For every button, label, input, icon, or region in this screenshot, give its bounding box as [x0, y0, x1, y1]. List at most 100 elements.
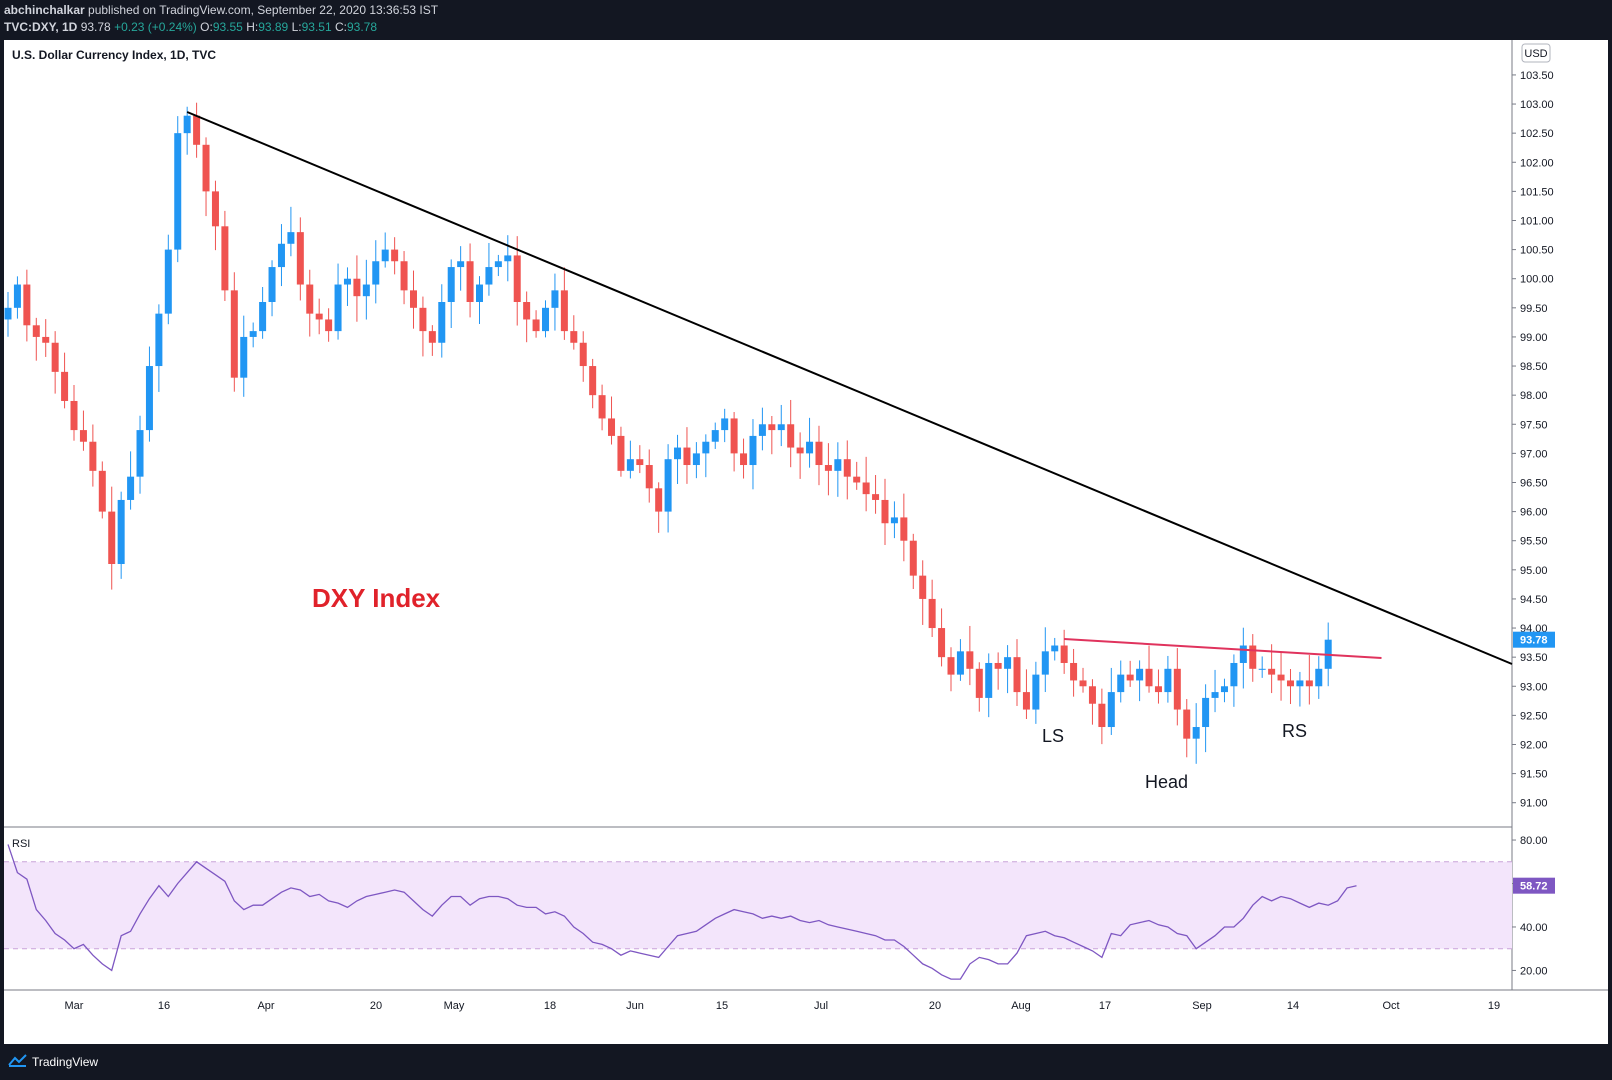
- candle: [674, 447, 682, 460]
- open-label: O:: [200, 20, 213, 34]
- time-tick-label: 17: [1099, 1000, 1111, 1012]
- candle: [23, 284, 31, 326]
- candle: [13, 284, 21, 308]
- chart-area[interactable]: U.S. Dollar Currency Index, 1D, TVC DXY …: [4, 40, 1608, 1044]
- candle: [70, 400, 78, 431]
- time-tick-label: Aug: [1011, 1000, 1031, 1012]
- candle: [89, 441, 97, 471]
- candle: [919, 575, 927, 599]
- price-tick-label: 103.00: [1520, 99, 1554, 111]
- candle: [947, 657, 955, 675]
- candle: [768, 424, 776, 431]
- descending-trendline[interactable]: [186, 111, 1513, 665]
- close-label: C:: [334, 20, 347, 34]
- price-tick-label: 95.50: [1520, 536, 1548, 548]
- candle: [202, 144, 210, 192]
- candle: [240, 336, 248, 378]
- candle: [1286, 680, 1294, 687]
- candle: [542, 307, 550, 332]
- price-tick-label: 92.50: [1520, 710, 1548, 722]
- candle: [127, 476, 135, 500]
- right-shoulder-label[interactable]: RS: [1282, 721, 1307, 741]
- candle: [1004, 657, 1012, 669]
- candle: [853, 476, 861, 483]
- candle: [966, 651, 974, 669]
- time-tick-label: Apr: [257, 1000, 274, 1012]
- time-tick-label: 14: [1287, 1000, 1299, 1012]
- candle: [277, 243, 285, 268]
- left-shoulder-label[interactable]: LS: [1042, 726, 1064, 746]
- candle: [664, 459, 672, 512]
- candle: [1022, 692, 1030, 710]
- candle: [645, 465, 653, 489]
- candle: [928, 598, 936, 629]
- price-tick-label: 100.00: [1520, 274, 1554, 286]
- candle: [1126, 674, 1134, 681]
- candle: [268, 267, 276, 302]
- candle: [608, 418, 616, 436]
- candle: [296, 232, 304, 285]
- candle: [447, 267, 455, 302]
- open-value: 93.55: [212, 20, 243, 34]
- candle: [806, 441, 814, 454]
- time-tick-label: Jul: [814, 1000, 828, 1012]
- candle: [211, 191, 219, 227]
- candle: [730, 418, 738, 454]
- high-label: H:: [246, 20, 259, 34]
- candle: [391, 249, 399, 262]
- candle: [683, 447, 691, 466]
- candle: [1315, 668, 1323, 687]
- candle: [1277, 674, 1285, 681]
- low-label: L:: [291, 20, 302, 34]
- price-tick-label: 101.50: [1520, 186, 1554, 198]
- time-axis[interactable]: Mar 16 Apr 20 May 18 Jun 15 Jul 20 Aug 17 Sep 14 Oct 19: [65, 1000, 1501, 1012]
- publication-header: abchinchalkar published on TradingView.c…: [0, 0, 1612, 40]
- candle: [872, 494, 880, 500]
- candle: [183, 115, 191, 134]
- candle: [485, 267, 493, 285]
- candle: [787, 424, 795, 448]
- low-value: 93.51: [301, 20, 332, 34]
- candle: [476, 284, 483, 302]
- candle: [721, 418, 729, 431]
- candle: [1032, 674, 1040, 710]
- candle: [740, 453, 748, 466]
- time-tick-label: Oct: [1382, 1000, 1399, 1012]
- candle: [315, 313, 323, 320]
- rsi-label: RSI: [12, 838, 30, 850]
- candle: [409, 290, 417, 308]
- time-tick-label: Jun: [626, 1000, 644, 1012]
- candle: [136, 430, 144, 477]
- candle: [711, 430, 719, 442]
- high-value: 93.89: [258, 20, 289, 34]
- rsi-tick-label: 80.00: [1520, 835, 1548, 847]
- chart-title: U.S. Dollar Currency Index, 1D, TVC: [12, 48, 216, 62]
- author-name[interactable]: abchinchalkar: [4, 3, 85, 17]
- candle: [1117, 674, 1125, 693]
- head-label[interactable]: Head: [1145, 772, 1188, 792]
- candle: [249, 331, 257, 337]
- dxy-index-annotation[interactable]: DXY Index: [312, 583, 441, 613]
- last-price-badge-label: 93.78: [1520, 635, 1548, 647]
- publication-line: abchinchalkar published on TradingView.c…: [4, 3, 438, 17]
- candle: [1183, 709, 1191, 739]
- candle: [1202, 697, 1210, 728]
- candle: [164, 249, 172, 314]
- price-axis[interactable]: 91.0091.5092.0092.5093.0093.5094.0094.50…: [1512, 70, 1555, 810]
- close-value: 93.78: [346, 20, 377, 34]
- currency-badge[interactable]: [1521, 43, 1551, 63]
- neckline[interactable]: [1064, 638, 1382, 659]
- candle: [117, 499, 125, 564]
- candle: [1249, 645, 1257, 669]
- tradingview-brand[interactable]: TradingView: [32, 1055, 99, 1069]
- chart-canvas[interactable]: U.S. Dollar Currency Index, 1D, TVC DXY …: [4, 40, 1608, 1044]
- symbol-name: TVC:DXY, 1D: [4, 20, 78, 34]
- price-tick-label: 99.00: [1520, 332, 1548, 344]
- time-tick-label: 19: [1488, 1000, 1500, 1012]
- candles-series: [4, 102, 1332, 764]
- candle: [1079, 680, 1087, 687]
- candle: [570, 331, 578, 343]
- candle: [353, 278, 361, 297]
- candle: [419, 307, 427, 332]
